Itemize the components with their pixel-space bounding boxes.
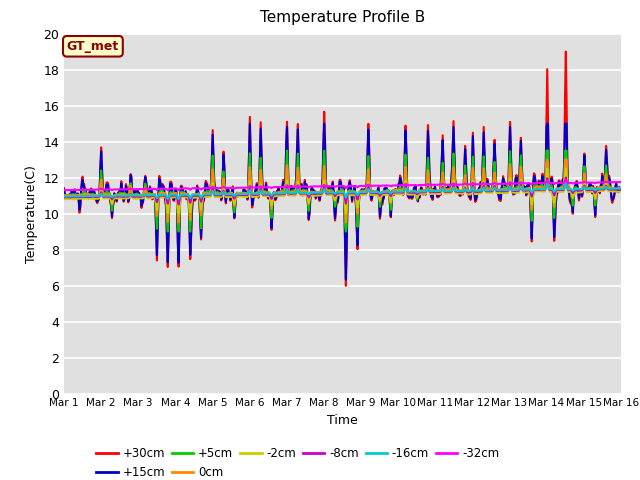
-16cm: [214, 192, 222, 197]
-16cm: [127, 192, 135, 198]
-2cm: [214, 194, 222, 200]
Line: -32cm: -32cm: [64, 180, 621, 190]
-8cm: [617, 187, 625, 192]
-32cm: [562, 177, 570, 183]
Line: 0cm: 0cm: [64, 159, 621, 223]
+30cm: [70, 192, 78, 197]
Line: -16cm: -16cm: [64, 182, 621, 199]
+5cm: [283, 148, 291, 154]
Line: +5cm: +5cm: [64, 151, 621, 231]
-8cm: [428, 189, 435, 195]
0cm: [185, 195, 193, 201]
+15cm: [342, 276, 349, 282]
+15cm: [412, 183, 419, 189]
0cm: [543, 156, 551, 162]
-8cm: [411, 190, 419, 195]
-8cm: [60, 194, 68, 200]
-2cm: [411, 192, 419, 197]
+5cm: [127, 184, 135, 190]
-2cm: [617, 189, 625, 194]
-16cm: [428, 188, 435, 194]
Line: -8cm: -8cm: [64, 178, 621, 204]
-2cm: [127, 192, 135, 198]
-32cm: [428, 182, 435, 188]
+30cm: [411, 185, 419, 191]
-16cm: [175, 196, 182, 202]
+15cm: [184, 196, 192, 202]
Title: Temperature Profile B: Temperature Profile B: [260, 11, 425, 25]
0cm: [428, 187, 435, 193]
Line: +15cm: +15cm: [64, 123, 621, 279]
-2cm: [543, 166, 551, 171]
-16cm: [411, 189, 419, 194]
Text: GT_met: GT_met: [67, 40, 119, 53]
+5cm: [617, 186, 625, 192]
+5cm: [214, 189, 222, 195]
0cm: [175, 220, 182, 226]
+30cm: [342, 283, 349, 288]
-8cm: [562, 175, 570, 180]
+30cm: [127, 173, 135, 179]
0cm: [617, 185, 625, 191]
-32cm: [185, 186, 193, 192]
+30cm: [60, 185, 68, 191]
+15cm: [70, 192, 78, 197]
+15cm: [617, 187, 625, 192]
-8cm: [70, 194, 78, 200]
+5cm: [70, 192, 78, 198]
Line: +30cm: +30cm: [64, 51, 621, 286]
-32cm: [175, 187, 182, 193]
0cm: [70, 192, 78, 198]
+30cm: [214, 192, 221, 198]
+5cm: [60, 192, 68, 198]
-32cm: [70, 187, 78, 193]
+30cm: [428, 194, 435, 200]
-32cm: [127, 186, 135, 192]
-32cm: [60, 187, 68, 193]
+5cm: [164, 228, 172, 234]
X-axis label: Time: Time: [327, 414, 358, 427]
+5cm: [428, 187, 436, 192]
-2cm: [428, 191, 435, 197]
Y-axis label: Temperature(C): Temperature(C): [25, 165, 38, 263]
-16cm: [562, 179, 570, 185]
+15cm: [214, 192, 221, 198]
-16cm: [60, 193, 68, 199]
-8cm: [127, 192, 135, 198]
+15cm: [246, 120, 253, 126]
+30cm: [562, 48, 570, 54]
-32cm: [214, 185, 222, 191]
-32cm: [411, 182, 419, 188]
+15cm: [60, 187, 68, 192]
+30cm: [184, 197, 192, 203]
-16cm: [185, 192, 193, 198]
-8cm: [214, 192, 222, 198]
Legend: +30cm, +15cm, +5cm, 0cm, -2cm, -8cm, -16cm, -32cm: +30cm, +15cm, +5cm, 0cm, -2cm, -8cm, -16…: [92, 443, 504, 480]
-16cm: [70, 193, 78, 199]
-2cm: [185, 197, 193, 203]
-2cm: [175, 211, 182, 216]
+5cm: [412, 188, 419, 194]
-8cm: [185, 194, 193, 200]
0cm: [60, 192, 68, 198]
-2cm: [70, 196, 78, 202]
Line: -2cm: -2cm: [64, 168, 621, 214]
+5cm: [185, 197, 193, 203]
+30cm: [617, 187, 625, 193]
0cm: [214, 191, 222, 196]
-2cm: [60, 196, 68, 202]
0cm: [127, 186, 135, 192]
-8cm: [175, 202, 182, 207]
-32cm: [617, 179, 625, 185]
0cm: [411, 188, 419, 194]
+15cm: [428, 191, 436, 196]
-16cm: [617, 186, 625, 192]
+15cm: [127, 175, 135, 181]
